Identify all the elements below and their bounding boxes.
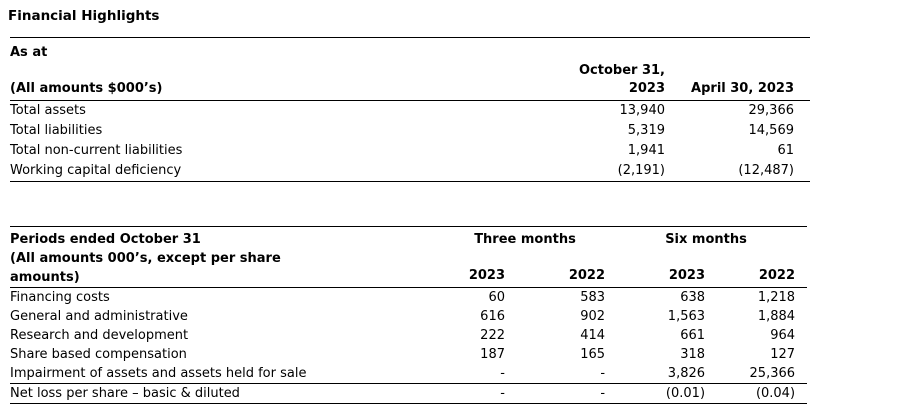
table-row: General and administrative 616 902 1,563… — [10, 307, 807, 326]
row-label: Total liabilities — [10, 123, 103, 138]
cell-value: 616 — [480, 309, 505, 324]
cell-value: 127 — [770, 347, 796, 362]
year-header: 2022 — [705, 257, 808, 288]
cell-value: 61 — [777, 143, 794, 158]
row-label: Impairment of assets and assets held for… — [10, 364, 445, 384]
cell-value: 60 — [488, 290, 505, 305]
table-row: Working capital deficiency (2,191) (12,4… — [10, 161, 810, 182]
row-label: Share based compensation — [10, 347, 187, 362]
table1-colheader-row1: October 31, — [10, 62, 810, 79]
cell-value: 1,218 — [757, 290, 796, 305]
cell-value: 1,941 — [627, 143, 665, 158]
cell-value: 902 — [580, 309, 606, 324]
cell-value: - — [445, 383, 505, 404]
group-header-six-months: Six months — [665, 232, 747, 247]
table-row: Total assets 13,940 29,366 — [10, 101, 810, 122]
row-label: Total non-current liabilities — [10, 143, 183, 158]
cell-value: 13,940 — [619, 103, 666, 118]
spacer-cell — [665, 62, 810, 79]
table2-title-block: Periods ended October 31 (All amounts 00… — [10, 226, 445, 288]
cell-value: 1,884 — [757, 309, 796, 324]
cell-value: 414 — [580, 328, 606, 343]
row-label: Research and development — [10, 328, 189, 343]
cell-value: 318 — [680, 347, 706, 362]
table1-title: As at — [10, 45, 48, 60]
table2-title: Periods ended October 31 — [10, 232, 201, 247]
group-header-three-months: Three months — [474, 232, 576, 247]
cell-value: 5,319 — [627, 123, 665, 138]
document-title: Financial Highlights — [8, 8, 160, 24]
cell-value: (2,191) — [465, 161, 665, 182]
row-label: Net loss per share – basic & diluted — [10, 383, 445, 404]
cell-value: 29,366 — [748, 103, 795, 118]
cell-value: 222 — [480, 328, 505, 343]
table2-subtitle: (All amounts 000’s, except per share amo… — [10, 251, 281, 285]
table-row: Impairment of assets and assets held for… — [10, 364, 808, 384]
table1-subtitle: (All amounts $000’s) — [10, 79, 465, 101]
table-row: Total liabilities 5,319 14,569 — [10, 121, 810, 141]
row-label: Working capital deficiency — [10, 161, 465, 182]
cell-value: (0.01) — [605, 383, 706, 404]
year-header: 2022 — [505, 257, 606, 288]
cell-value: - — [445, 364, 505, 384]
column-header-oct31-line2: 2023 — [465, 79, 665, 101]
row-label: Financing costs — [10, 290, 110, 305]
table-row: Total non-current liabilities 1,941 61 — [10, 141, 810, 161]
spacer-cell — [10, 62, 465, 79]
cell-value: 964 — [770, 328, 796, 343]
cell-value: (12,487) — [665, 161, 810, 182]
cell-value: 25,366 — [705, 364, 808, 384]
column-header-oct31-line1: October 31, — [579, 63, 665, 78]
table-row: Net loss per share – basic & diluted - -… — [10, 383, 808, 404]
table-row: Research and development 222 414 661 964 — [10, 326, 807, 345]
table-row: Financing costs 60 583 638 1,218 — [10, 288, 807, 308]
cell-value: - — [505, 364, 606, 384]
cell-value: 661 — [680, 328, 706, 343]
table-row: Share based compensation 187 165 318 127 — [10, 345, 807, 364]
cell-value: 14,569 — [748, 123, 795, 138]
table1-colheader-row2: (All amounts $000’s) 2023 April 30, 2023 — [10, 79, 810, 101]
table2-group-header-row: Periods ended October 31 (All amounts 00… — [10, 226, 807, 288]
row-label: General and administrative — [10, 309, 188, 324]
balance-summary-table: As at October 31, (All amounts $000’s) 2… — [10, 37, 810, 182]
cell-value: 583 — [580, 290, 606, 305]
table2-year-header-row: 2023 2022 2023 2022 — [10, 257, 808, 288]
cell-value: 638 — [680, 290, 706, 305]
cell-value: (0.04) — [705, 383, 808, 404]
year-header: 2023 — [605, 257, 706, 288]
operations-summary-table: Periods ended October 31 (All amounts 00… — [10, 226, 808, 404]
table1-title-row: As at — [10, 38, 810, 63]
cell-value: 187 — [480, 347, 505, 362]
cell-value: 1,563 — [667, 309, 706, 324]
cell-value: 165 — [580, 347, 606, 362]
column-header-apr30: April 30, 2023 — [665, 79, 810, 101]
year-header: 2023 — [445, 257, 505, 288]
cell-value: - — [505, 383, 606, 404]
cell-value: 3,826 — [605, 364, 706, 384]
row-label: Total assets — [10, 103, 86, 118]
